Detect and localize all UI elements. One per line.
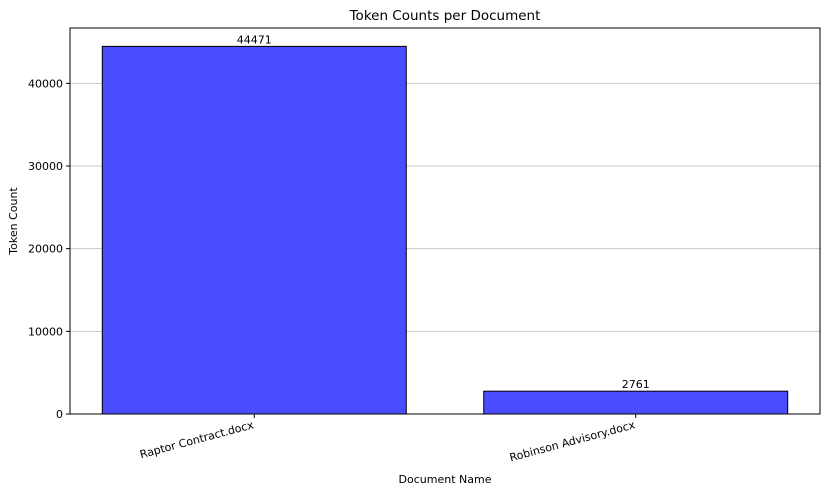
plot-area-frame [69, 27, 821, 415]
bars [101, 45, 789, 415]
value-labels: 44471 2761 [237, 33, 650, 391]
y-tick-label: 10000 [28, 325, 63, 338]
y-axis: 0 10000 20000 30000 40000 [28, 77, 70, 421]
chart-title: Token Counts per Document [349, 8, 541, 24]
y-tick-label: 0 [56, 408, 63, 421]
x-axis: Raptor Contract.docx Robinson Advisory.do… [138, 414, 637, 464]
y-tick-label: 40000 [28, 77, 63, 90]
y-tick-label: 30000 [28, 160, 63, 173]
y-axis-title: Token Count [7, 187, 20, 256]
bar-value-label: 2761 [622, 378, 650, 391]
x-tick-label: Robinson Advisory.docx [508, 418, 637, 464]
x-tick-label: Raptor Contract.docx [138, 418, 255, 461]
y-tick-label: 20000 [28, 243, 63, 256]
bar-value-label: 44471 [237, 33, 272, 46]
bar [101, 45, 407, 415]
x-axis-title: Document Name [399, 473, 492, 486]
bar [483, 390, 789, 415]
